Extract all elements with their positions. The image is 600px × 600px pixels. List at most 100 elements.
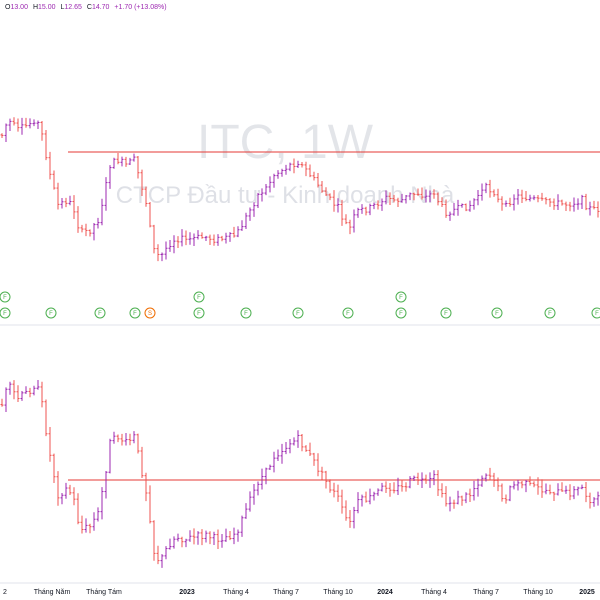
top-pane-bar (360, 204, 364, 214)
bottom-pane-bar (192, 528, 196, 545)
top-pane-bar (184, 230, 188, 246)
bottom-pane-bar (20, 390, 24, 401)
top-pane-bar (300, 161, 304, 168)
bottom-pane-bar (180, 536, 184, 548)
financial-marker-icon[interactable]: F (342, 307, 354, 319)
bottom-pane-bar (580, 484, 584, 490)
top-pane-bar (8, 118, 12, 131)
top-pane-bar (64, 197, 68, 208)
high-value: 15.00 (38, 4, 56, 11)
financial-marker-icon[interactable]: F (591, 307, 600, 319)
financial-marker-icon[interactable]: F (240, 307, 252, 319)
time-axis-label: Tháng Tám (86, 589, 122, 596)
bottom-pane-bar (476, 478, 480, 497)
top-pane-bar (272, 173, 276, 188)
top-pane-bar (72, 195, 76, 219)
bottom-pane-bar (76, 493, 80, 525)
bottom-pane-bar (156, 545, 160, 565)
financial-marker-icon[interactable]: F (395, 307, 407, 319)
bottom-pane-bar (24, 386, 28, 394)
top-pane-bar (580, 194, 584, 209)
bottom-pane-bar (540, 479, 544, 498)
top-pane-bar (196, 230, 200, 240)
top-pane-bar (560, 199, 564, 206)
bottom-pane-bar (436, 470, 440, 496)
top-pane-bar (460, 203, 464, 208)
bottom-pane-bar (464, 492, 468, 504)
bottom-pane-bar (100, 487, 104, 520)
financial-marker-icon[interactable]: F (292, 307, 304, 319)
close-value: 14.70 (91, 4, 110, 11)
top-pane-bar (24, 117, 28, 128)
bottom-pane-bar (208, 531, 212, 545)
bottom-pane-bar (328, 479, 332, 493)
time-axis-label: 2 (3, 589, 7, 596)
top-pane-bar (548, 198, 552, 207)
financial-marker-icon[interactable]: F (0, 291, 11, 303)
open-label: O (5, 4, 11, 11)
financial-marker-icon[interactable]: F (45, 307, 57, 319)
marker-label: F (444, 311, 448, 317)
bottom-pane-bar (532, 481, 536, 488)
bottom-pane-bar (360, 494, 364, 507)
bottom-pane-bar (224, 528, 228, 542)
bottom-pane-bar (144, 472, 148, 502)
top-pane-bar (420, 187, 424, 200)
ohlc-legend: O13.00 H15.00 L12.65 C14.70 +1.70 (+13.0… (5, 4, 170, 11)
top-pane-bar (76, 206, 80, 233)
ohlc-bars-bottom-pane (0, 380, 600, 568)
bottom-pane-bar (584, 481, 588, 503)
top-pane-bar (556, 194, 560, 211)
bottom-pane-bar (116, 434, 120, 443)
bottom-pane-bar (516, 479, 520, 491)
top-pane-bar (156, 244, 160, 262)
top-pane-bar (540, 192, 544, 201)
bottom-pane-bar (420, 472, 424, 489)
top-pane-bar (312, 171, 316, 181)
financial-marker-icon[interactable]: F (0, 307, 11, 319)
bottom-pane-bar (292, 437, 296, 446)
financial-marker-icon[interactable]: F (491, 307, 503, 319)
high-label: H (32, 4, 38, 11)
bottom-pane-bar (372, 491, 376, 501)
top-pane-bar (504, 200, 508, 207)
split-marker-icon[interactable]: S (144, 307, 156, 319)
top-pane-bar (84, 223, 88, 237)
financial-marker-icon[interactable]: F (94, 307, 106, 319)
bottom-pane-bar (8, 381, 12, 395)
financial-marker-icon[interactable]: F (395, 291, 407, 303)
top-pane-bar (148, 201, 152, 228)
top-pane-bar (212, 234, 216, 246)
top-pane-bar (512, 194, 516, 211)
top-pane-bar (404, 194, 408, 204)
bottom-pane-bar (388, 483, 392, 497)
top-pane-bar (508, 197, 512, 207)
bottom-pane-bar (404, 482, 408, 492)
top-pane-bar (436, 192, 440, 206)
top-pane-bar (100, 198, 104, 226)
top-pane-bar (88, 229, 92, 237)
bottom-pane-bar (256, 481, 260, 496)
financial-marker-icon[interactable]: F (544, 307, 556, 319)
bottom-pane-bar (184, 538, 188, 548)
bottom-pane-bar (588, 492, 592, 509)
financial-marker-icon[interactable]: F (193, 307, 205, 319)
bottom-pane-bar (112, 431, 116, 444)
top-pane-bar (304, 161, 308, 177)
financial-marker-icon[interactable]: F (440, 307, 452, 319)
bottom-pane-bar (572, 486, 576, 500)
top-pane-bar (440, 197, 444, 207)
bottom-pane-bar (84, 518, 88, 533)
bottom-pane-bar (316, 453, 320, 477)
bottom-pane-bar (512, 481, 516, 490)
financial-marker-icon[interactable]: F (129, 307, 141, 319)
bottom-pane-bar (108, 438, 112, 474)
top-pane-bar (396, 197, 400, 207)
top-pane-bar (276, 170, 280, 179)
bottom-pane-bar (64, 482, 68, 499)
financial-marker-icon[interactable]: F (193, 291, 205, 303)
change-value: +1.70 (+13.08%) (114, 4, 167, 11)
top-pane-bar (320, 181, 324, 193)
bottom-pane-bar (544, 483, 548, 495)
